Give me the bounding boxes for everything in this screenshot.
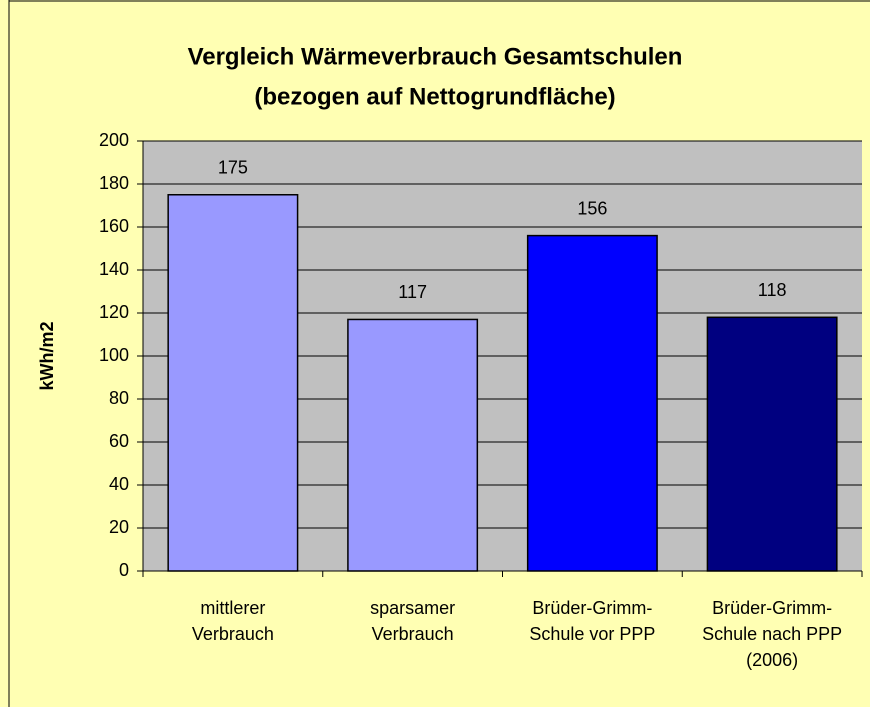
- y-axis-label: kWh/m2: [37, 321, 57, 390]
- bar: [706, 316, 838, 572]
- y-tick-label: 0: [119, 560, 129, 580]
- x-tick-label: Brüder-Grimm-Schule nach PPP (2006): [702, 598, 843, 670]
- chart-title: Vergleich Wärmeverbrauch Gesamtschulen: [188, 43, 683, 70]
- y-tick-label: 40: [109, 474, 129, 494]
- bar: [167, 194, 299, 572]
- value-label: 118: [758, 280, 787, 300]
- chart-title: (bezogen auf Nettogrundfläche): [254, 83, 615, 110]
- x-tick-label: Brüder-Grimm-Schule vor PPP: [529, 598, 656, 644]
- y-tick-label: 160: [99, 216, 129, 236]
- y-tick-label: 120: [99, 302, 129, 322]
- x-tick-label: sparsamer Verbrauch: [370, 598, 456, 644]
- y-tick-label: 180: [99, 173, 129, 193]
- y-tick-label: 140: [99, 259, 129, 279]
- y-tick-label: 60: [109, 431, 129, 451]
- x-tick-label: mittlerer Verbrauch: [191, 598, 274, 644]
- bar: [526, 234, 658, 572]
- value-label: 117: [398, 282, 427, 302]
- y-tick-label: 100: [99, 345, 129, 365]
- value-label: 175: [218, 158, 248, 178]
- value-label: 156: [577, 198, 607, 218]
- y-tick-label: 20: [109, 517, 129, 537]
- y-tick-label: 200: [99, 130, 129, 150]
- y-tick-label: 80: [109, 388, 129, 408]
- bar: [347, 318, 479, 572]
